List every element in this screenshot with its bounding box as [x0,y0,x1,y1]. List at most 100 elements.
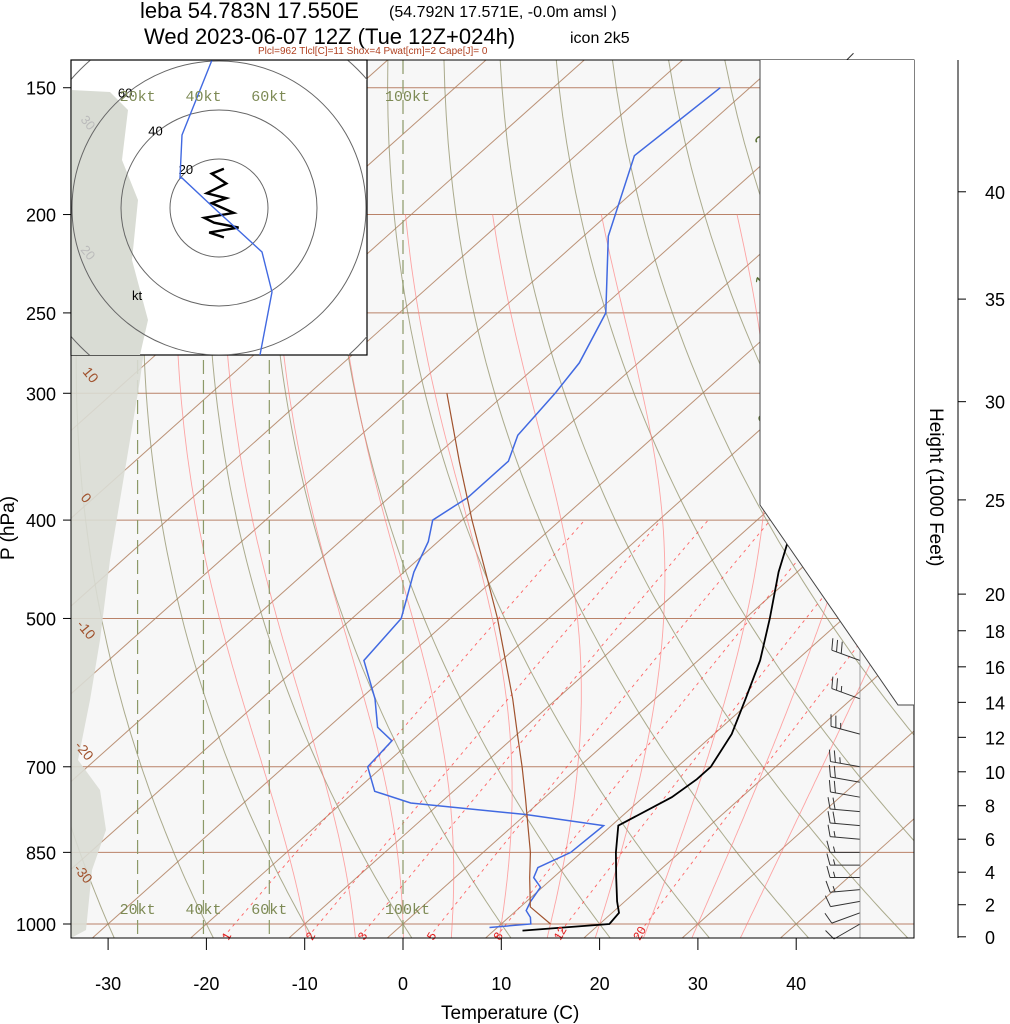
height-tick-label: 12 [985,728,1005,748]
x-axis-title: Temperature (C) [441,1003,579,1024]
wind-barb-flag [824,912,833,924]
isotherm--70 [71,60,684,607]
wind-barb-flag [831,676,834,689]
dry-adiabat-140 [1005,57,1010,945]
x-tick-label: 40 [786,974,806,994]
wind-barb [831,638,861,661]
wind-barb [830,714,861,735]
isotherm--50 [71,60,880,783]
mixing-ratio-3 [359,519,709,938]
x-tick-label: -10 [292,974,318,994]
dry-adiabat-50 [499,60,909,938]
wind-barb-flag [832,811,836,824]
wind-barb [825,880,861,893]
wind-barb-flag [826,865,831,878]
wind-barb-half-flag [833,831,836,838]
x-tick-label: -20 [193,974,219,994]
height-tick-label: 30 [985,393,1005,413]
wind-barb-half-flag [832,871,836,878]
wind-guide-label-bottom: 20kt [120,902,156,919]
p-tick-label: 250 [26,304,56,324]
indices-line: Plcl=962 Tlcl[C]=11 Shox=4 Pwat[cm]=2 Ca… [258,46,488,57]
mixing-ratio-8 [495,519,831,938]
station-title: leba 54.783N 17.550E [140,0,359,23]
wind-barb-flag [824,895,831,907]
hodograph-trace [200,167,239,239]
wind-guide-label-bottom: 40kt [185,902,221,919]
valid-time-title: Wed 2023-06-07 12Z (Tue 12Z+024h) [144,24,515,49]
wind-barb-flag [831,638,834,651]
wind-guide-label-top: 20kt [120,89,156,106]
height-tick-label: 0 [985,928,995,948]
dewpoint-profile [363,87,721,929]
wind-barb [826,865,860,879]
wind-barb-half-flag [832,846,836,853]
moist-adiabat-5 [333,214,455,938]
wind-barb [824,912,861,924]
wind-barb-flag [832,797,836,810]
height-tick-label: 4 [985,863,995,883]
dry-adiabat-0 [207,60,413,938]
moist-adiabat-20 [594,214,666,938]
wind-guide-label-bottom: 60kt [251,902,287,919]
wind-guide-label-bottom: 100kt [385,902,430,919]
hodograph-ring [120,109,318,307]
parcel-profile [446,393,551,925]
wind-barb-flag [836,678,839,691]
p-tick-label: 200 [26,206,56,226]
wind-barb-flag [826,840,831,853]
moist-adiabat-35 [739,566,914,938]
height-tick-label: 40 [985,183,1005,203]
wind-barb-flag [827,797,831,810]
dry-adiabat-30 [387,60,711,938]
x-tick-label: 10 [491,974,511,994]
wind-barb-flag [840,641,843,654]
p-tick-label: 300 [26,384,56,404]
dry-adiabat-40 [443,60,810,938]
height-tick-label: 18 [985,622,1005,642]
isotherm-20 [583,642,914,938]
p-tick-label: 700 [26,758,56,778]
x-tick-label: -30 [95,974,121,994]
p-tick-label: 150 [26,79,56,99]
mixing-ratio-12 [556,519,886,938]
wind-barb-half-flag [840,685,843,693]
wind-barb-flag [833,765,836,778]
wind-barb [827,824,861,840]
wind-barb-half-flag [839,757,841,764]
height-tick-label: 8 [985,797,995,817]
wind-barb-flag [828,779,831,793]
wind-barb-flag [827,811,831,824]
wind-guide-label-top: 100kt [385,89,430,106]
height-tick-label: 16 [985,658,1005,678]
dry-adiabat--10 [142,60,314,938]
x-tick-label: 20 [590,974,610,994]
wind-barb [828,749,861,768]
height-tick-label: 25 [985,491,1005,511]
height-axis-title: Height (1000 Feet) [925,408,946,566]
wind-barb-half-flag [832,886,836,892]
wind-barb-flag [833,750,836,763]
wind-barb-flag [827,824,831,837]
wind-barb [831,676,861,700]
wind-barb [824,895,861,908]
height-tick-label: 14 [985,693,1005,713]
moist-adiabat-15 [492,214,582,938]
hodograph-shading [71,90,148,355]
p-tick-label: 850 [26,843,56,863]
wind-barb-staff [831,912,861,924]
height-tick-label: 20 [985,585,1005,605]
wind-barb-flag [833,780,836,793]
wind-barb-flag [828,765,831,778]
wind-barb-staff [833,923,861,940]
x-tick-label: 0 [398,974,408,994]
wind-barb-flag [826,853,831,866]
wind-barb-staff [830,900,861,908]
wind-barb-flag [828,749,831,762]
wind-guide-label-top: 40kt [185,89,221,106]
isotherm--20 [189,291,914,938]
wind-barb [828,765,861,783]
